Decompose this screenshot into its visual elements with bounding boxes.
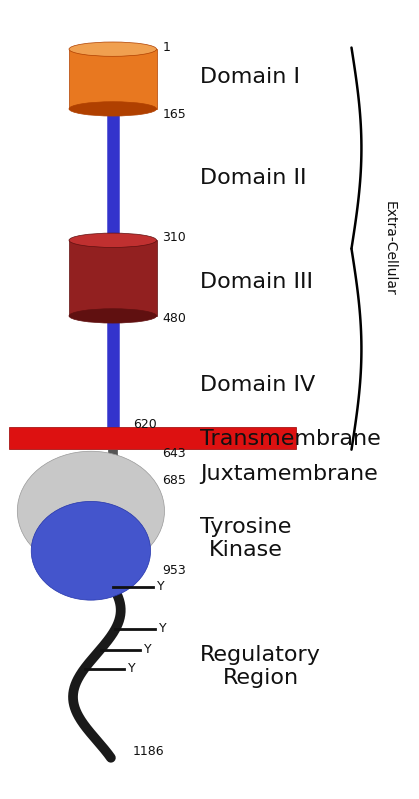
Text: 165: 165 [163, 108, 186, 121]
Text: Juxtamembrane: Juxtamembrane [200, 463, 378, 483]
Text: 643: 643 [163, 447, 186, 460]
Text: Y: Y [159, 622, 167, 635]
Ellipse shape [69, 233, 157, 248]
Text: Domain IV: Domain IV [200, 376, 316, 396]
Ellipse shape [69, 101, 157, 116]
Ellipse shape [69, 42, 157, 56]
Bar [9, 427, 296, 449]
Text: Extra-Cellular: Extra-Cellular [382, 201, 396, 296]
Text: Regulatory
Region: Regulatory Region [200, 645, 321, 688]
Ellipse shape [17, 451, 165, 570]
Text: Y: Y [157, 580, 164, 593]
Text: 480: 480 [163, 312, 186, 324]
Text: Y: Y [144, 643, 152, 656]
Text: 1: 1 [163, 41, 171, 54]
Text: 953: 953 [163, 564, 186, 577]
Text: Domain II: Domain II [200, 168, 307, 188]
Text: Transmembrane: Transmembrane [200, 429, 381, 449]
Text: Domain I: Domain I [200, 67, 300, 87]
Text: 1186: 1186 [133, 745, 164, 758]
Text: 310: 310 [163, 232, 186, 244]
Text: Y: Y [128, 662, 136, 675]
Bar [69, 50, 157, 109]
Text: Tyrosine
Kinase: Tyrosine Kinase [200, 517, 292, 560]
Text: 620: 620 [133, 419, 156, 431]
Text: Domain III: Domain III [200, 272, 313, 292]
Ellipse shape [31, 502, 150, 600]
Text: 685: 685 [163, 475, 186, 487]
Ellipse shape [69, 308, 157, 323]
Bar [69, 240, 157, 316]
